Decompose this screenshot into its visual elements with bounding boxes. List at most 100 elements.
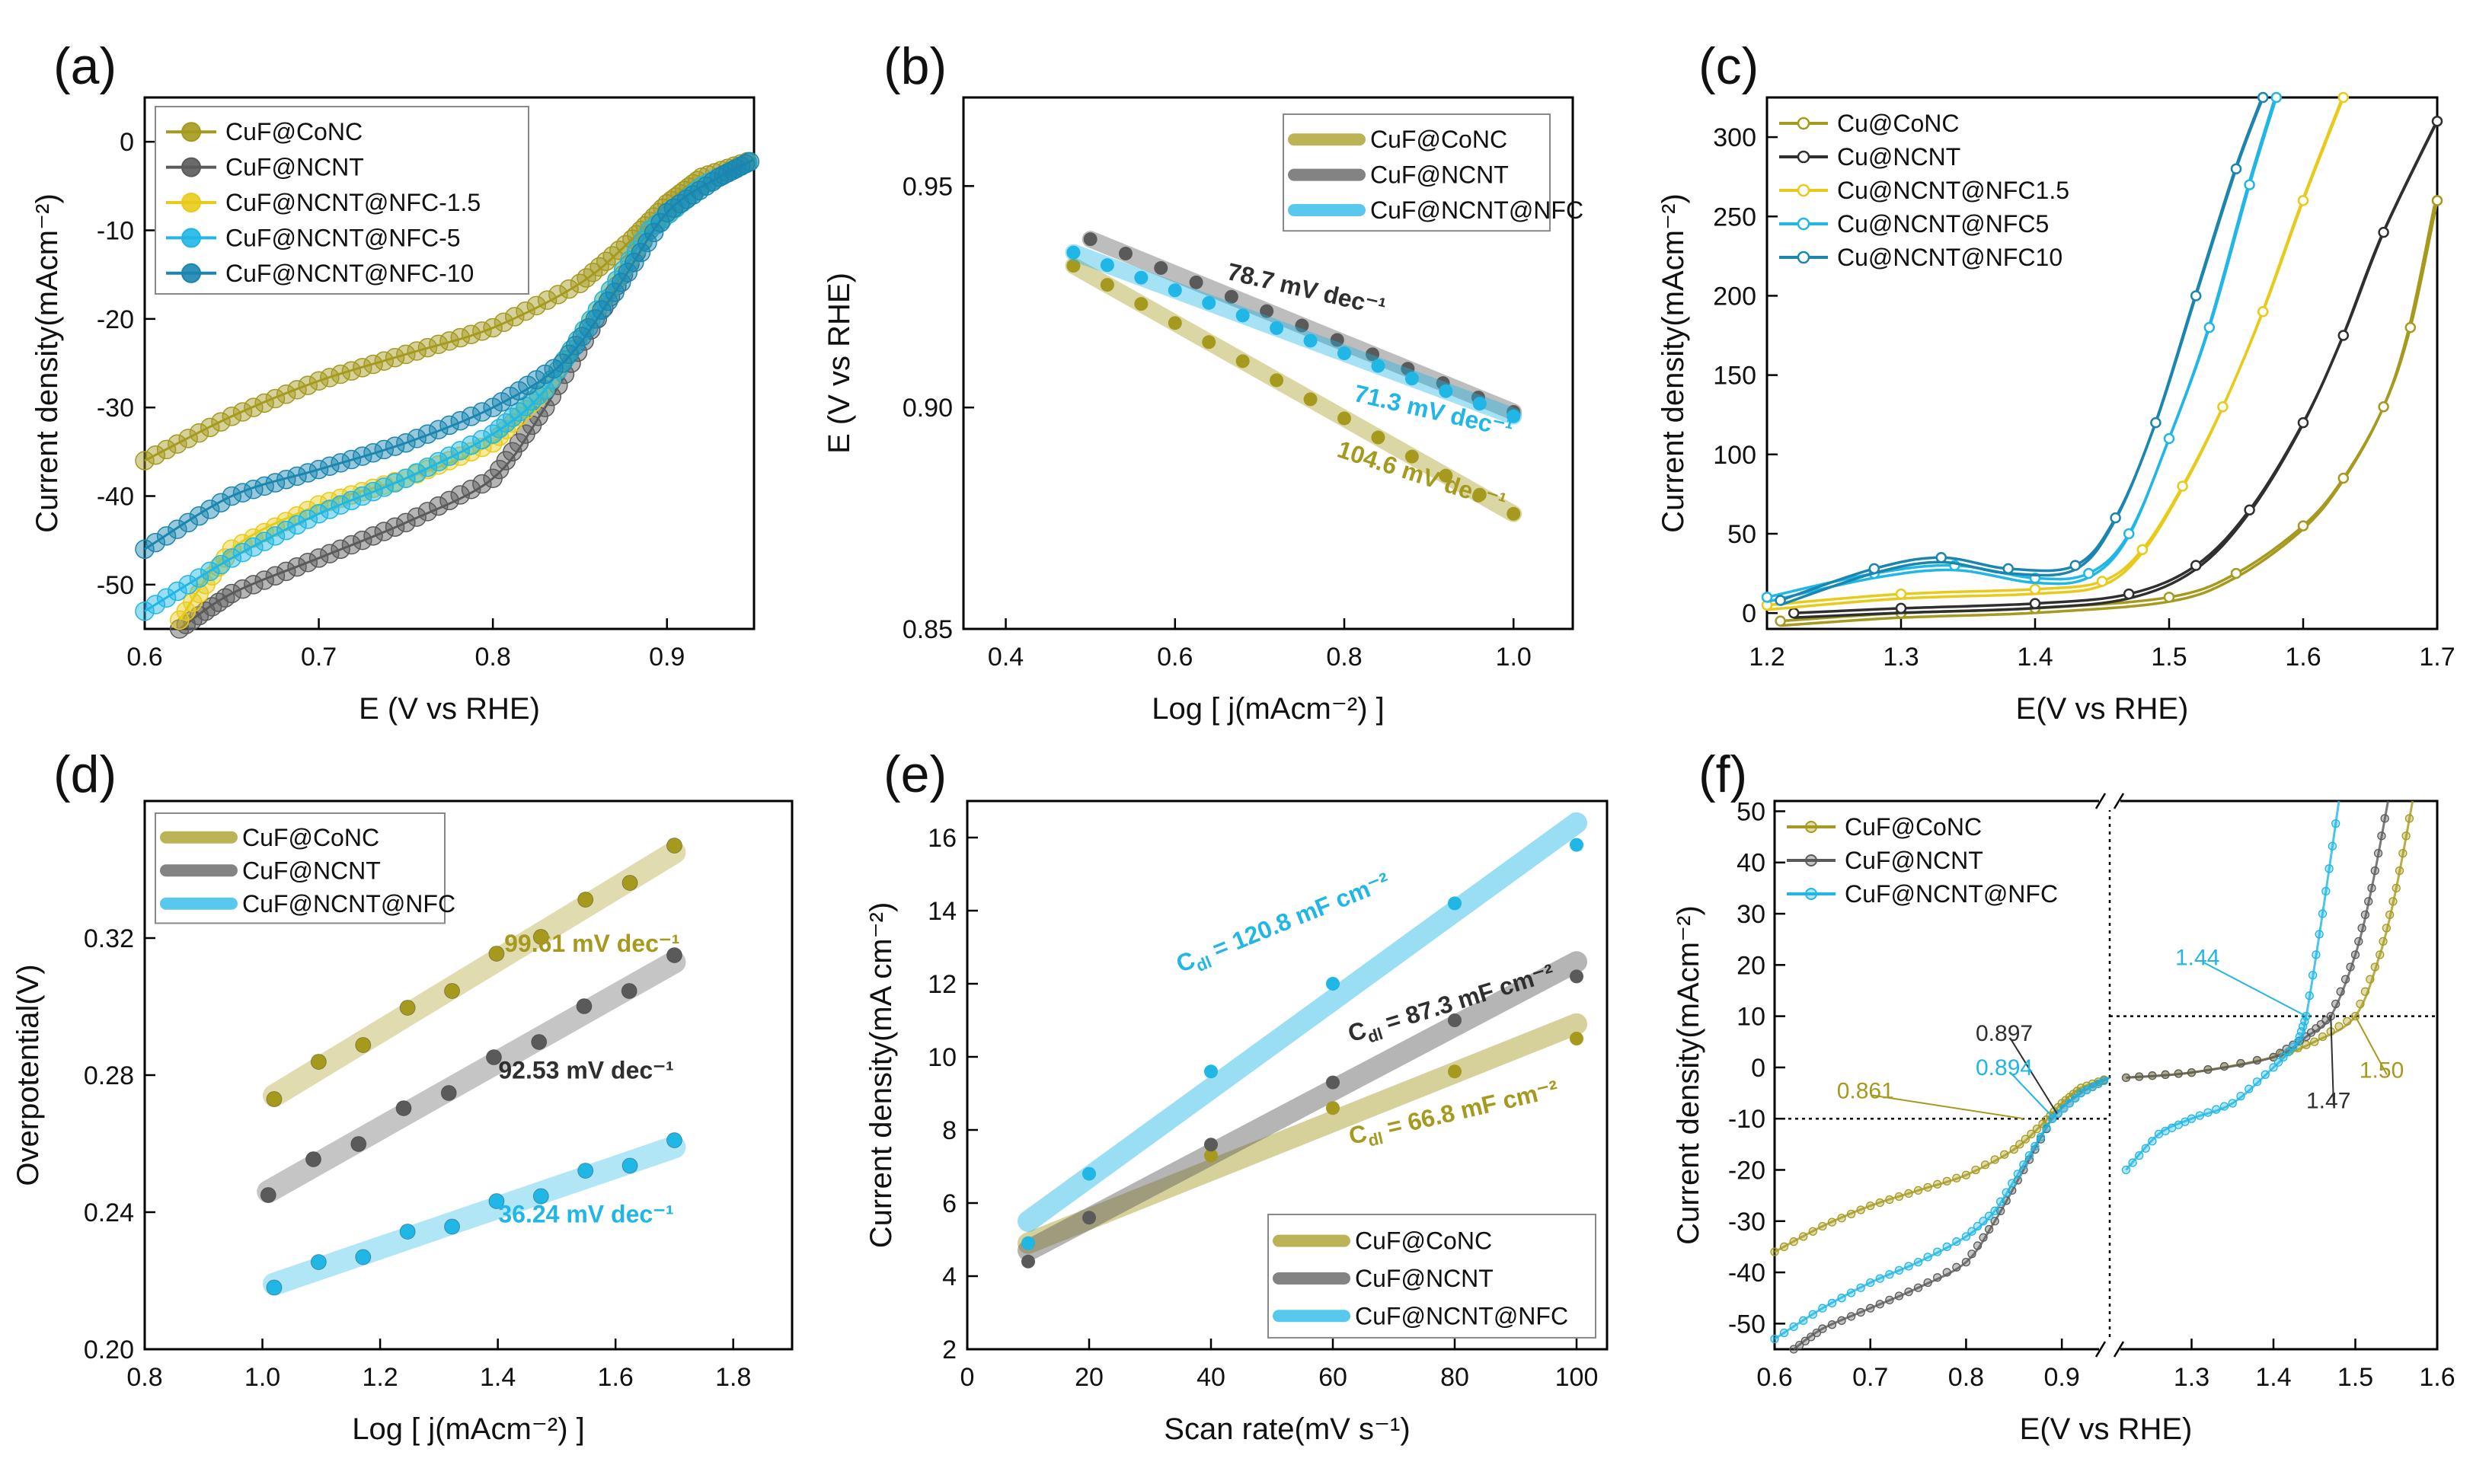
legend-marker <box>1797 251 1810 264</box>
data-point <box>2315 930 2324 939</box>
y-tick-label: 0.95 <box>903 172 953 201</box>
data-point <box>1846 1288 1856 1297</box>
x-tick-label: 1.3 <box>1883 643 1919 672</box>
data-point <box>1979 1217 1988 1226</box>
y-axis-label: Current density(mAcm⁻²) <box>1672 905 1705 1245</box>
data-point <box>2297 195 2309 206</box>
legend-marker <box>1797 184 1810 197</box>
data-point <box>532 1188 549 1205</box>
data-point <box>395 1100 412 1116</box>
panel-5: 0 20 40 60 80 100 2 4 6 8 10 12 14 16 Scan rate(mV s⁻¹… <box>864 745 1609 1446</box>
data-point <box>1021 1236 1035 1250</box>
y-axis-label: E (V vs RHE) <box>823 273 856 454</box>
data-point <box>1082 1166 1096 1181</box>
series-line <box>1780 101 2262 607</box>
data-point <box>1942 1176 1951 1186</box>
data-point <box>2123 528 2135 540</box>
data-point <box>2305 991 2314 1001</box>
data-point <box>2376 950 2385 959</box>
x-tick-label: 1.0 <box>244 1363 280 1392</box>
data-point <box>2236 1091 2245 1101</box>
data-point <box>1082 1211 1096 1225</box>
data-point <box>2029 583 2041 595</box>
data-point <box>2283 1048 2293 1057</box>
annotation-leader <box>2354 1016 2388 1075</box>
legend-marker <box>1797 116 1810 130</box>
x-tick-label: 1.8 <box>715 1363 751 1392</box>
data-point <box>1866 1304 1875 1313</box>
legend-entry: Cu@NCNT@NFC1.5 <box>1837 177 2069 204</box>
data-point <box>444 983 461 999</box>
data-point <box>2163 592 2175 603</box>
series-line <box>144 158 755 551</box>
data-point <box>2002 1188 2011 1197</box>
x-tick-label: 0.8 <box>1948 1363 1984 1392</box>
legend-entry: CuF@NCNT@NFC <box>1355 1302 1568 1329</box>
data-point <box>2270 91 2283 104</box>
legend-entry: CuF@NCNT@NFC <box>1845 880 2058 908</box>
data-point <box>2257 306 2269 318</box>
x-tick-label: 1.6 <box>598 1363 634 1392</box>
data-point <box>461 407 481 426</box>
data-point <box>2128 1158 2137 1167</box>
break-mask <box>2099 1340 2120 1358</box>
annotation-leader <box>1871 1094 2024 1120</box>
data-point <box>2337 330 2350 341</box>
annotation-leader <box>2009 1037 2058 1114</box>
data-point <box>2321 886 2331 896</box>
data-point <box>1330 333 1344 347</box>
data-point <box>1303 334 1318 348</box>
legend-entry: CuF@CoNC <box>225 118 363 145</box>
data-point <box>2370 962 2379 972</box>
data-point <box>2141 1144 2150 1153</box>
data-point <box>399 1000 416 1016</box>
data-point <box>2148 1137 2157 1146</box>
data-point <box>1154 260 1168 275</box>
data-point <box>1168 283 1182 298</box>
data-point <box>1971 1165 1980 1175</box>
data-point <box>1990 1206 1999 1215</box>
legend-entry: CuF@CoNC <box>1845 813 1982 841</box>
series-line <box>1766 97 2345 607</box>
data-point <box>2174 1069 2183 1078</box>
x-tick-label: 0.6 <box>1756 1363 1792 1392</box>
data-point <box>310 1054 327 1070</box>
series-line <box>1793 1077 2110 1351</box>
legend-entry: CuF@NCNT <box>1370 161 1509 189</box>
data-point <box>1894 1265 1904 1275</box>
legend-entry: CuF@NCNT@NFC-10 <box>225 260 474 287</box>
fit-line <box>1018 812 1587 1232</box>
data-point <box>310 1254 327 1270</box>
data-point <box>2382 924 2392 933</box>
data-point <box>1168 316 1182 330</box>
data-point <box>1961 1170 1971 1179</box>
legend-entry: CuF@NCNT <box>1355 1265 1494 1292</box>
x-tick-label: 0.7 <box>301 643 337 672</box>
fit-line <box>1018 951 1587 1262</box>
break-mark <box>2113 1341 2125 1358</box>
data-point <box>1913 1186 1923 1195</box>
x-tick-label: 0.8 <box>475 643 511 672</box>
x-tick-label: 1.0 <box>1496 643 1532 672</box>
x-axis-label: E (V vs RHE) <box>359 692 540 726</box>
data-point <box>2030 1141 2040 1151</box>
data-point <box>1775 615 1786 627</box>
x-tick-label: 0.6 <box>1157 643 1193 672</box>
y-tick-label: 0.24 <box>84 1198 134 1227</box>
legend-entry: Cu@CoNC <box>1837 110 1960 137</box>
data-point <box>1799 1316 1808 1325</box>
data-point <box>1904 1287 1913 1297</box>
y-tick-label: -40 <box>97 483 134 512</box>
x-axis-label: Log [ j(mAcm⁻²) ] <box>1152 692 1385 726</box>
y-tick-label: -20 <box>97 305 134 334</box>
fit-line <box>263 841 686 1107</box>
data-point <box>1923 1182 1932 1192</box>
data-point <box>1933 1273 1942 1282</box>
fit-line <box>1018 1013 1587 1254</box>
data-point <box>2373 848 2383 858</box>
data-point <box>2024 1150 2034 1160</box>
data-point <box>2042 1123 2051 1132</box>
data-point <box>1202 295 1216 310</box>
data-point <box>2203 1064 2213 1074</box>
data-point <box>2163 432 2175 445</box>
